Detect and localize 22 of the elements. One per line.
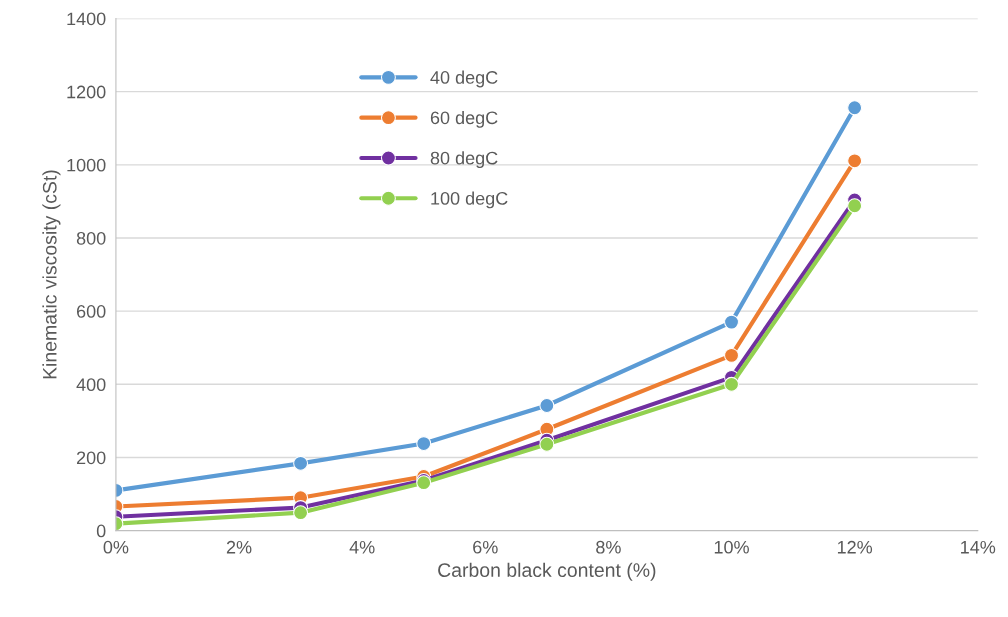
y-axis-title: Kinematic viscosity (cSt): [42, 170, 61, 379]
x-tick-label: 0%: [103, 540, 129, 554]
x-tick-label: 4%: [349, 540, 375, 554]
x-tick-label: 8%: [596, 540, 621, 554]
y-tick-label: 1000: [67, 158, 106, 172]
x-tick-label: 10%: [714, 540, 749, 554]
x-axis-title: Carbon black content (%): [438, 562, 656, 581]
x-tick-label: 6%: [473, 540, 498, 554]
legend-label: 60 degC: [430, 110, 498, 128]
y-tick-label: 1200: [67, 85, 106, 99]
legend-label: 40 degC: [430, 70, 498, 88]
y-tick-label: 800: [76, 231, 106, 245]
y-tick-label: 1400: [67, 12, 106, 26]
y-tick-label: 400: [76, 378, 106, 392]
x-tick-label: 12%: [837, 540, 873, 554]
legend-label: 80 degC: [430, 151, 498, 169]
y-tick-label: 200: [76, 451, 106, 465]
legend-label: 100 degC: [431, 191, 508, 209]
y-tick-label: 0: [96, 524, 106, 538]
x-tick-label: 14%: [961, 540, 996, 554]
x-tick-label: 2%: [226, 540, 252, 554]
y-tick-label: 600: [76, 305, 106, 318]
